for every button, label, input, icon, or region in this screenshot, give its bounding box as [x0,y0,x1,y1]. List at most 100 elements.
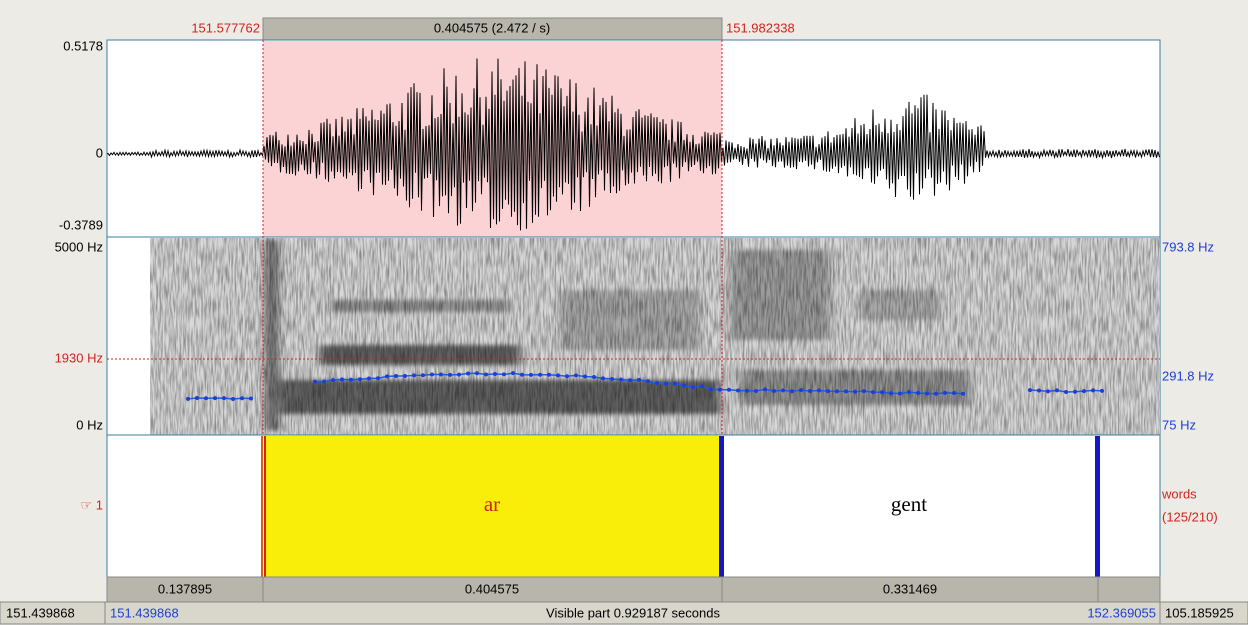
interval-label: ar [484,492,500,516]
pitch-point [817,388,821,392]
pitch-point [538,373,542,377]
pitch-point [961,392,965,396]
pitch-point [655,381,659,385]
duration-box[interactable] [1098,577,1160,602]
pitch-point [1064,390,1068,394]
pitch-point [394,374,398,378]
selection-duration: 0.404575 (2.472 / s) [434,20,550,35]
boundary[interactable] [1095,436,1100,577]
pitch-point [610,377,614,381]
pitch-point [511,371,515,375]
pitch-point [808,389,812,393]
pitch-point [637,378,641,382]
pitch-point [448,373,452,377]
pitch-point [907,390,911,394]
pitch-point [772,389,776,393]
window-end: 105.185925 [1165,605,1234,620]
tier-number[interactable]: ☞ 1 [81,497,104,512]
boundary[interactable] [719,436,724,577]
pitch-point [529,373,533,377]
pitch-point [898,391,902,395]
pitch-point [709,387,713,391]
interval-label: gent [891,492,927,516]
pitch-point [439,372,443,376]
pitch-point [204,396,208,400]
pitch-point [213,396,217,400]
boundary[interactable] [264,436,266,577]
selection-start: 151.577762 [191,20,260,35]
duration-label: 0.331469 [883,581,937,596]
pitch-point [520,373,524,377]
tier-count: (125/210) [1162,509,1218,524]
pitch-point [781,388,785,392]
pitch-point [673,382,677,386]
duration-label: 0.137895 [158,581,212,596]
pitch-point [664,382,668,386]
pitch-point [1046,389,1050,393]
pitch-point [889,391,893,395]
pitch-top: 793.8 Hz [1162,239,1214,254]
praat-editor: 151.577762 0.404575 (2.472 / s) 151.9823… [0,0,1248,625]
window-start: 151.439868 [6,605,75,620]
pitch-point [682,384,686,388]
pitch-point [349,378,353,382]
pitch-point [186,397,190,401]
boundary[interactable] [261,436,263,577]
pitch-point [340,378,344,382]
pitch-point [880,390,884,394]
pitch-point [799,388,803,392]
pitch-point [313,380,317,384]
pitch-point [385,374,389,378]
pitch-point [718,388,722,392]
visible-end: 152.369055 [1087,605,1156,620]
pitch-point [790,389,794,393]
pitch-point [565,374,569,378]
pitch-point [322,380,326,384]
pitch-point [700,384,704,388]
pitch-point [646,379,650,383]
spectrogram [150,238,1160,435]
pitch-point [691,385,695,389]
pitch-point [1091,388,1095,392]
pitch-point [1055,388,1059,392]
pitch-point [358,377,362,381]
pitch-point [736,389,740,393]
spectrogram-top: 5000 Hz [55,239,103,254]
pitch-point [835,389,839,393]
pitch-point [484,372,488,376]
pitch-point [592,375,596,379]
pitch-point [1100,389,1104,393]
waveform-zero: 0 [96,145,103,160]
pitch-bottom: 75 Hz [1162,417,1196,432]
pitch-point [826,389,830,393]
pitch-point [619,378,623,382]
pitch-point [574,373,578,377]
pitch-point [1073,390,1077,394]
pitch-point [412,373,416,377]
pitch-point [601,376,605,380]
pitch-point [952,391,956,395]
pitch-point [466,372,470,376]
pitch-point [502,372,506,376]
pitch-point [862,389,866,393]
pitch-point [249,396,253,400]
pitch-point [556,373,560,377]
pitch-point [754,389,758,393]
pitch-point [457,373,461,377]
visible-start: 151.439868 [110,605,179,620]
pitch-point [763,387,767,391]
spectrogram-bottom: 0 Hz [76,417,103,432]
pitch-point [430,373,434,377]
pitch-point [231,397,235,401]
pitch-point [421,373,425,377]
pitch-point [240,396,244,400]
pitch-mid: 291.8 Hz [1162,368,1214,383]
waveform-min: -0.3789 [59,217,103,232]
pitch-point [331,378,335,382]
pitch-point [727,388,731,392]
selection-end: 151.982338 [726,20,795,35]
pitch-point [853,390,857,394]
pitch-point [844,389,848,393]
pitch-point [745,389,749,393]
pitch-point [376,376,380,380]
